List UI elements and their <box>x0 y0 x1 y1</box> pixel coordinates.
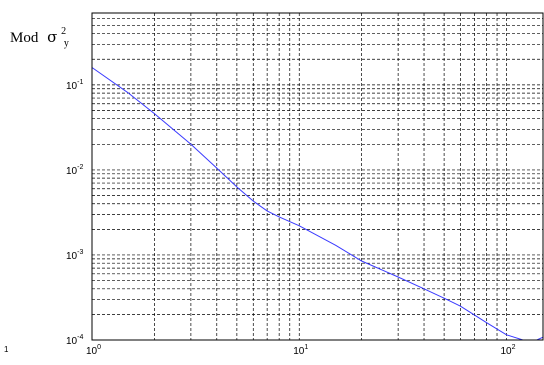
plot-frame <box>91 12 544 341</box>
y-tick-labels: 10-4 10-3 10-2 10-1 <box>66 79 83 347</box>
x-tick-labels: 100 101 102 <box>86 344 516 357</box>
x-tick-label: 101 <box>293 344 308 357</box>
y-tick-label: 10-2 <box>66 164 83 177</box>
y-tick-label: 10-3 <box>66 249 83 262</box>
series-layer <box>91 67 544 341</box>
grid-lines <box>92 13 543 340</box>
y-tick-label: 10-1 <box>66 79 83 92</box>
y-axis-label-superscript: 2 <box>61 26 66 37</box>
y-axis-label: Mod σ 2 y <box>10 22 70 49</box>
x-tick-label: 102 <box>501 344 516 357</box>
x-tick-label: 100 <box>86 344 101 357</box>
y-axis-label-prefix: Mod <box>10 30 39 46</box>
y-axis-label-subscript: y <box>64 38 69 49</box>
corner-label: 1 <box>4 345 9 354</box>
series-line <box>91 67 544 341</box>
y-axis-label-symbol: σ <box>47 28 57 46</box>
y-tick-label: 10-4 <box>66 334 83 347</box>
